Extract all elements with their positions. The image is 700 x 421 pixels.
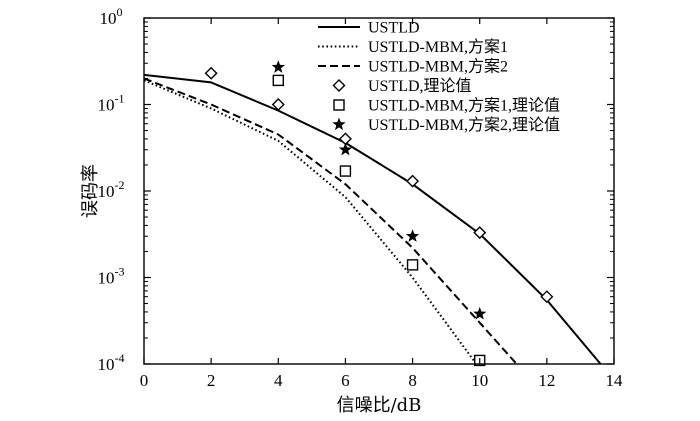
star-marker [271, 60, 285, 73]
star-marker [473, 306, 487, 320]
x-axis-label: 信噪比/dB [337, 395, 422, 416]
legend-item: USTLD [318, 20, 420, 37]
square-marker [339, 165, 352, 177]
x-tick-label: 2 [207, 371, 216, 390]
x-tick-label: 8 [408, 371, 417, 390]
legend-item: USTLD-MBM,方案1,理论值 [333, 97, 560, 115]
series-line-0 [143, 73, 602, 365]
diamond-marker [473, 226, 487, 240]
y-tick-label: 10-2 [98, 178, 125, 201]
axis-ticks: 0 2 4 6 8 10 12 14 100 10-1 10-2 10-3 10-4 [98, 5, 624, 390]
star-marker [332, 117, 346, 131]
x-tick-label: 14 [606, 371, 624, 390]
diamond-marker [271, 98, 285, 111]
legend-label: USTLD-MBM,方案1 [368, 38, 508, 56]
series-markers [204, 60, 554, 367]
x-tick-label: 0 [140, 371, 149, 390]
diamond-marker [204, 66, 218, 80]
series-line-1 [143, 79, 478, 365]
x-tick-label: 6 [341, 371, 350, 390]
legend-item: USTLD,理论值 [332, 77, 472, 95]
y-tick-label: 10-3 [98, 265, 125, 288]
x-tick-label: 10 [471, 371, 488, 390]
y-axis-label: 误码率 [80, 164, 101, 218]
diamond-marker [406, 174, 420, 188]
star-marker [338, 142, 353, 156]
legend-label: USTLD-MBM,方案2 [368, 58, 508, 76]
legend-label: USTLD-MBM,方案1,理论值 [368, 97, 560, 115]
series-lines [143, 73, 602, 365]
y-tick-label: 10-1 [98, 92, 125, 115]
star-marker [405, 229, 420, 242]
y-tick-label: 100 [100, 5, 123, 28]
legend-item: USTLD-MBM,方案1 [318, 38, 508, 56]
legend-label: USTLD,理论值 [368, 77, 472, 95]
square-marker [406, 259, 419, 271]
y-tick-label: 10-4 [98, 351, 125, 374]
diamond-marker [332, 79, 346, 92]
square-marker [333, 99, 345, 111]
series-line-2 [143, 77, 518, 365]
legend-label: USTLD [368, 20, 420, 37]
x-tick-label: 12 [538, 371, 555, 390]
x-tick-label: 4 [274, 371, 283, 390]
square-marker [272, 74, 284, 87]
legend-label: USTLD-MBM,方案2,理论值 [368, 116, 560, 134]
diamond-marker [540, 290, 554, 304]
legend-item: USTLD-MBM,方案2 [318, 58, 508, 76]
legend-item: USTLD-MBM,方案2,理论值 [332, 116, 560, 134]
